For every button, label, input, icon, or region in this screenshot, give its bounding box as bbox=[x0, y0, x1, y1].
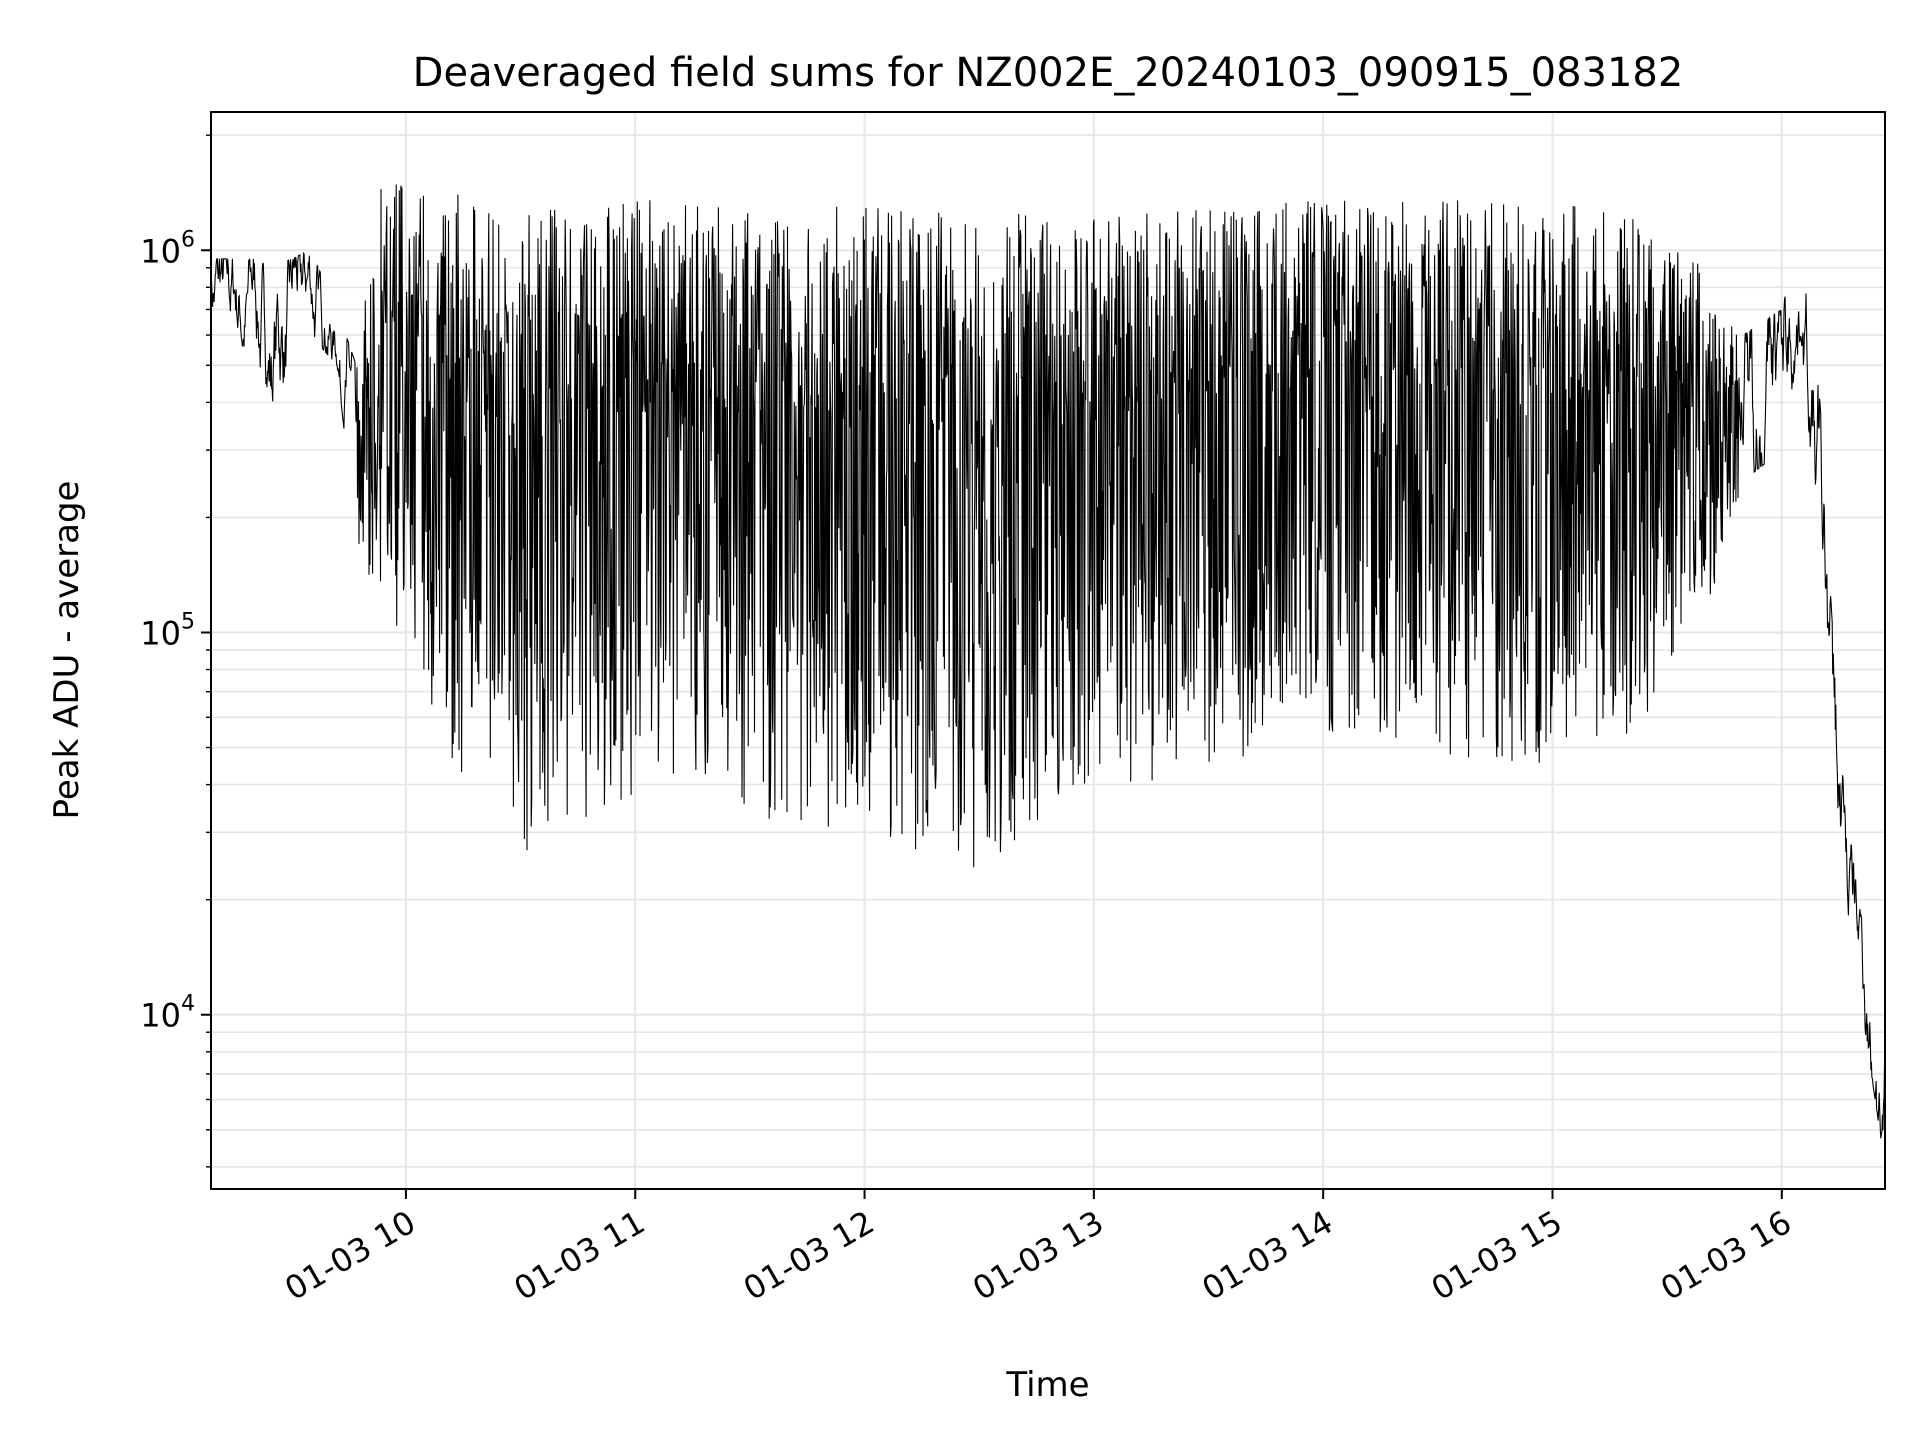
y-tick-label: 105 bbox=[140, 609, 195, 652]
x-tick-label: 01-03 15 bbox=[1425, 1203, 1569, 1308]
y-tick-label: 106 bbox=[140, 227, 195, 270]
plot-data-layer bbox=[211, 184, 1885, 1139]
chart-title: Deaveraged field sums for NZ002E_2024010… bbox=[413, 50, 1684, 96]
x-axis-label: Time bbox=[1005, 1365, 1089, 1405]
x-tick-label: 01-03 14 bbox=[1196, 1203, 1340, 1308]
y-axis-label: Peak ADU - average bbox=[47, 481, 87, 820]
x-tick-label: 01-03 12 bbox=[737, 1203, 881, 1308]
series-line bbox=[211, 184, 1885, 1139]
x-axis-ticks: 01-03 10 01-03 11 01-03 12 01-03 13 01-03 14… bbox=[278, 1189, 1798, 1308]
x-tick-label: 01-03 13 bbox=[966, 1203, 1110, 1308]
x-tick-label: 01-03 16 bbox=[1654, 1203, 1798, 1308]
x-tick-label: 01-03 11 bbox=[508, 1203, 652, 1308]
x-tick-label: 01-03 10 bbox=[278, 1203, 422, 1308]
y-axis-ticks: 104 105 106 bbox=[140, 134, 211, 1168]
y-tick-label: 104 bbox=[140, 992, 195, 1035]
